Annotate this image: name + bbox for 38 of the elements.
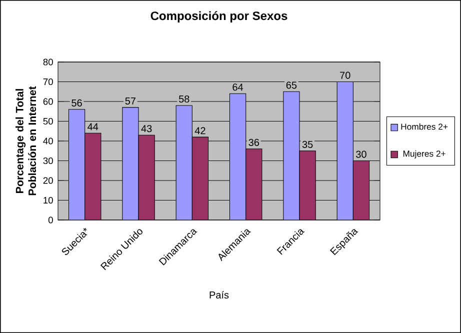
legend-label: Mujeres 2+: [403, 150, 446, 158]
y-tick-label: 0: [48, 216, 53, 224]
bar: [246, 148, 262, 220]
bar: [122, 107, 139, 220]
bar: [176, 105, 192, 220]
data-label: 36: [248, 138, 260, 146]
data-label: 56: [72, 99, 82, 106]
bar: [229, 93, 246, 220]
y-tick-label: 10: [44, 196, 53, 204]
data-label: 43: [141, 125, 152, 132]
y-tick-label: 70: [43, 78, 53, 86]
y-tick-label: 40: [43, 138, 53, 144]
bar: [299, 150, 316, 220]
y-tick-label: 30: [43, 157, 53, 164]
y-tick-label: 60: [43, 98, 53, 105]
chart-title: Composición por Sexos: [150, 11, 288, 22]
data-label: 57: [125, 98, 136, 105]
y-axis-title: Porcentage del Total Población en Internet: [16, 86, 36, 196]
data-label: 42: [194, 127, 206, 134]
bar: [192, 136, 209, 220]
y-tick-label: 80: [43, 58, 53, 66]
data-label: 35: [302, 140, 313, 148]
x-axis-title: País: [210, 291, 229, 299]
data-label: 44: [88, 123, 98, 130]
data-label: 30: [356, 150, 366, 158]
y-tick-label: 50: [43, 118, 53, 125]
bar: [283, 91, 300, 220]
legend-label: Hombres 2+: [401, 123, 448, 130]
bar: [84, 132, 102, 220]
data-label: 65: [286, 82, 297, 89]
bar: [68, 109, 86, 220]
data-label: 64: [232, 84, 244, 91]
y-tick-label: 20: [43, 177, 53, 184]
data-label: 70: [340, 72, 350, 79]
bar: [336, 81, 354, 220]
bar: [352, 160, 370, 220]
bar: [138, 134, 155, 220]
data-label: 58: [178, 95, 190, 103]
